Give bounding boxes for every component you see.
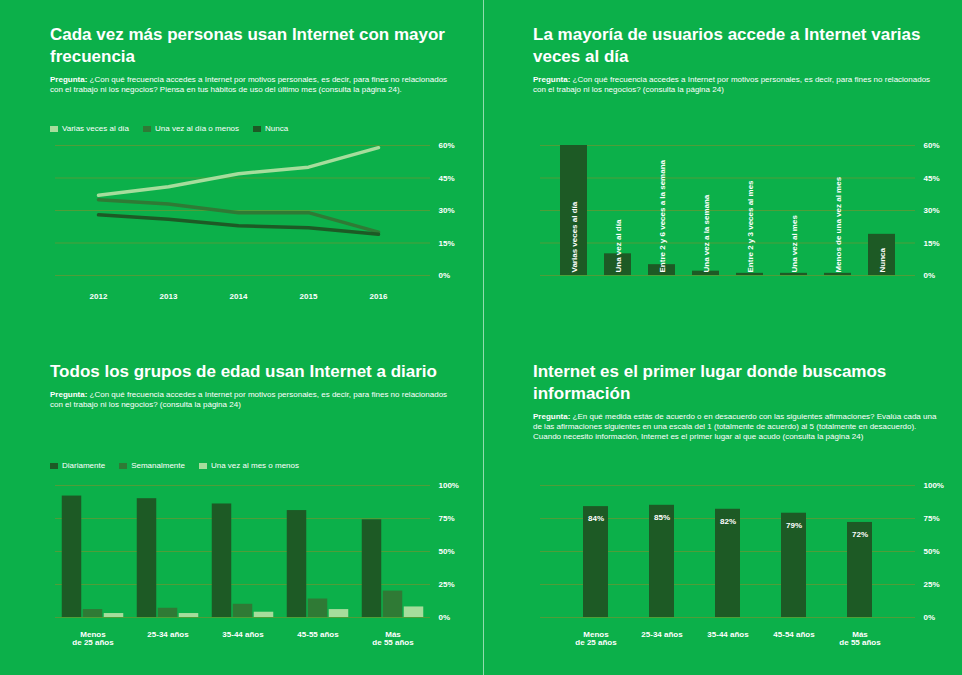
svg-text:Una vez al mes: Una vez al mes [790, 215, 799, 273]
html-text:Diariamente: Diariamente [62, 461, 106, 470]
svg-text:Menos de una vez al mes: Menos de una vez al mes [834, 176, 843, 272]
svg-text:75%: 75% [924, 514, 940, 523]
svg-text:Menosde 25 años: Menosde 25 años [72, 630, 114, 647]
html-text:Pregunta: ¿Con qué frecuencia: Pregunta: ¿Con qué frecuencia accedes a … [50, 75, 448, 94]
svg-text:60%: 60% [439, 141, 455, 150]
svg-text:2016: 2016 [370, 292, 388, 301]
svg-text:100%: 100% [924, 481, 944, 490]
svg-text:50%: 50% [924, 547, 940, 556]
svg-text:30%: 30% [439, 206, 455, 215]
svg-text:45-54 años: 45-54 años [773, 630, 815, 639]
svg-text:Una vez al día: Una vez al día [614, 219, 623, 272]
svg-text:50%: 50% [439, 547, 455, 556]
html-text:Nunca: Nunca [265, 124, 289, 133]
html-text:Todos los grupos de edad usan: Todos los grupos de edad usan Internet a… [50, 362, 437, 381]
svg-text:25%: 25% [924, 580, 940, 589]
html-text:Pregunta: ¿En qué medida estás: Pregunta: ¿En qué medida estás de acuerd… [533, 412, 937, 441]
svg-text:84%: 84% [588, 514, 604, 523]
html-text:Cada vez más personas usan Int: Cada vez más personas usan Internet con … [50, 25, 445, 66]
svg-text:15%: 15% [924, 239, 940, 248]
svg-text:35-44 años: 35-44 años [222, 630, 264, 639]
html-text:Una vez al mes o menos: Una vez al mes o menos [211, 461, 299, 470]
svg-text:75%: 75% [439, 514, 455, 523]
svg-text:Nunca: Nunca [878, 248, 887, 273]
svg-text:Entre 2 y 3 veces al mes: Entre 2 y 3 veces al mes [746, 180, 755, 273]
svg-text:100%: 100% [439, 481, 459, 490]
svg-text:45-55 años: 45-55 años [297, 630, 339, 639]
svg-text:0%: 0% [924, 271, 936, 280]
html-text:La mayoría de usuarios accede: La mayoría de usuarios accede a Internet… [533, 25, 921, 66]
svg-text:Una vez a la semana: Una vez a la semana [702, 194, 711, 272]
html-text:Internet es el primer lugar do: Internet es el primer lugar donde buscam… [533, 362, 887, 403]
svg-text:15%: 15% [439, 239, 455, 248]
svg-text:Varias veces al día: Varias veces al día [570, 201, 579, 272]
svg-text:35-44 años: 35-44 años [707, 630, 749, 639]
svg-text:25-34 años: 25-34 años [147, 630, 189, 639]
svg-text:Entre 2 y 6 veces a la semana: Entre 2 y 6 veces a la semana [658, 159, 667, 272]
svg-text:25-34 años: 25-34 años [641, 630, 683, 639]
svg-text:45%: 45% [439, 174, 455, 183]
html-text:Una vez al día o menos: Una vez al día o menos [155, 124, 239, 133]
svg-text:45%: 45% [924, 174, 940, 183]
html-text:Pregunta: ¿Con qué frecuencia: Pregunta: ¿Con qué frecuencia accedes a … [533, 75, 931, 94]
svg-text:72%: 72% [852, 530, 868, 539]
svg-text:Menosde 25 años: Menosde 25 años [575, 630, 617, 647]
html-text:Semanalmente: Semanalmente [131, 461, 185, 470]
svg-text:30%: 30% [924, 206, 940, 215]
svg-text:0%: 0% [439, 271, 451, 280]
svg-text:25%: 25% [439, 580, 455, 589]
svg-text:82%: 82% [720, 517, 736, 526]
svg-text:Másde 55 años: Másde 55 años [839, 630, 881, 647]
html-text:Varias veces al día: Varias veces al día [62, 124, 129, 133]
svg-text:2015: 2015 [300, 292, 318, 301]
svg-text:2012: 2012 [90, 292, 108, 301]
svg-text:2014: 2014 [230, 292, 248, 301]
svg-text:Másde 55 años: Másde 55 años [372, 630, 414, 647]
html-text:Pregunta: ¿Con qué frecuencia: Pregunta: ¿Con qué frecuencia accedes a … [50, 390, 448, 409]
svg-text:2013: 2013 [160, 292, 178, 301]
svg-text:0%: 0% [924, 613, 936, 622]
svg-text:0%: 0% [439, 613, 451, 622]
svg-text:85%: 85% [654, 513, 670, 522]
svg-text:60%: 60% [924, 141, 940, 150]
svg-text:79%: 79% [786, 521, 802, 530]
